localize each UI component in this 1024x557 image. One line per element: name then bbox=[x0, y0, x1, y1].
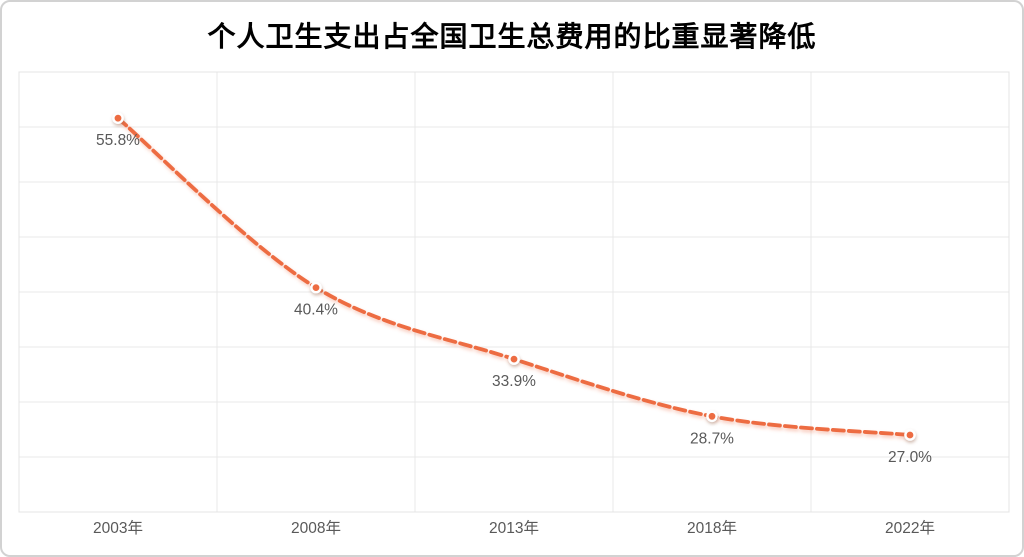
x-axis-label: 2013年 bbox=[489, 519, 539, 537]
plot-border bbox=[18, 71, 1010, 513]
chart-title: 个人卫生支出占全国卫生总费用的比重显著降低 bbox=[207, 21, 817, 52]
data-point-marker bbox=[112, 112, 124, 124]
data-point-label: 55.8% bbox=[96, 132, 140, 149]
data-point-label: 33.9% bbox=[492, 373, 536, 390]
data-point-marker bbox=[310, 281, 322, 294]
data-point-label: 40.4% bbox=[294, 302, 338, 319]
data-point-marker bbox=[706, 410, 718, 423]
x-axis-label: 2018年 bbox=[687, 519, 737, 537]
x-axis-label: 2008年 bbox=[291, 519, 341, 537]
data-point-marker bbox=[904, 429, 916, 441]
x-axis-label: 2003年 bbox=[93, 519, 143, 537]
data-point-marker bbox=[508, 353, 520, 365]
data-point-label: 27.0% bbox=[888, 449, 932, 466]
data-point-label: 28.7% bbox=[690, 430, 734, 447]
x-axis-label: 2022年 bbox=[885, 519, 935, 537]
